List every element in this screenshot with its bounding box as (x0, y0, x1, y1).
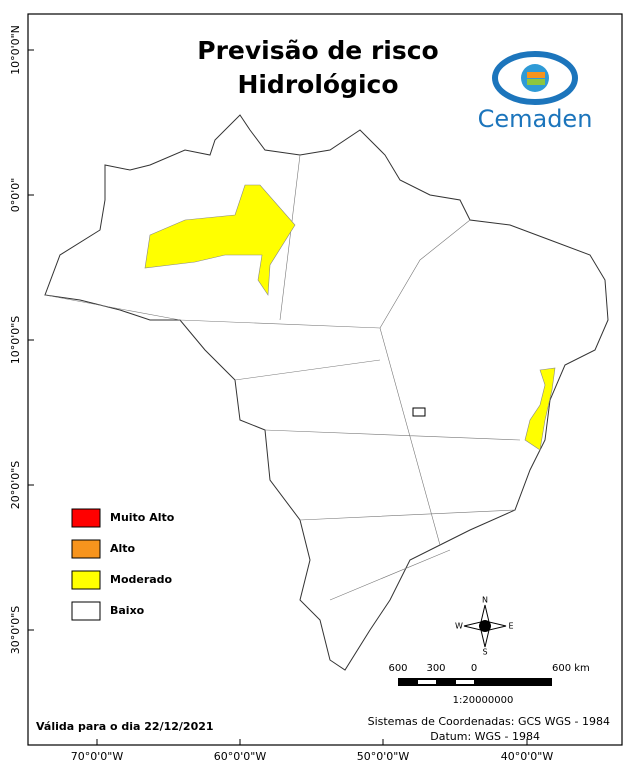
compass-label: E (508, 622, 513, 631)
legend-label: Moderado (110, 573, 173, 586)
latitude-label: 10°0'0"N (9, 25, 22, 75)
legend-swatch (71, 508, 101, 528)
logo-text: Cemaden (478, 105, 593, 133)
scale-segment (456, 680, 474, 684)
logo-bar (527, 79, 545, 85)
title: Hidrológico (237, 70, 398, 99)
latitude-label: 0°0'0" (9, 178, 22, 213)
logo-bar (527, 72, 545, 78)
state-borders (44, 154, 521, 601)
scale-label: 600 km (552, 663, 590, 674)
latitude-label: 10°0'0"S (9, 316, 22, 365)
scale-bar (398, 678, 552, 686)
longitude-label: 60°0'0"W (214, 750, 267, 763)
title: Previsão de risco (197, 36, 438, 65)
legend-label: Baixo (110, 604, 145, 617)
latitude-label: 20°0'0"S (9, 461, 22, 510)
legend-swatch (71, 601, 101, 621)
scale-segment (398, 678, 552, 686)
compass-label: N (482, 596, 488, 605)
logo (492, 51, 578, 105)
datum: Datum: WGS - 1984 (430, 730, 540, 743)
federal-district (412, 407, 426, 417)
longitude-label: 50°0'0"W (357, 750, 410, 763)
validity: Válida para o dia 22/12/2021 (36, 720, 214, 733)
scale-segment (418, 680, 436, 684)
logo-eye (492, 51, 578, 105)
scale-ratio: 1:20000000 (453, 695, 514, 706)
moderate-region (524, 367, 556, 451)
scale-label: 0 (471, 663, 477, 674)
coordinates: Sistemas de Coordenadas: GCS WGS - 1984 (368, 715, 610, 728)
legend-swatch (71, 539, 101, 559)
latitude-label: 30°0'0"S (9, 606, 22, 655)
scale-label: 300 (426, 663, 445, 674)
moderate-region (144, 184, 296, 296)
legend-label: Alto (110, 542, 136, 555)
longitude-label: 70°0'0"W (71, 750, 124, 763)
legend-label: Muito Alto (110, 511, 175, 524)
compass-center (479, 620, 491, 632)
legend-swatch (71, 570, 101, 590)
compass-label: S (482, 648, 487, 657)
longitude-label: 40°0'0"W (501, 750, 554, 763)
compass-label: W (455, 622, 463, 631)
scale-label: 600 (388, 663, 407, 674)
